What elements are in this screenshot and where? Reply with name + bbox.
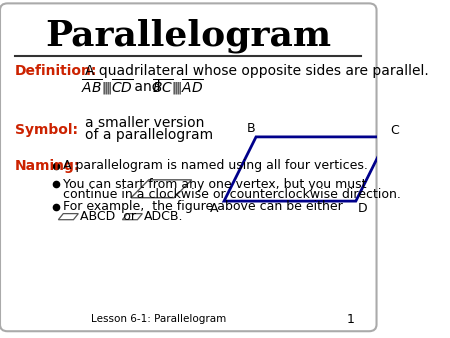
Text: continue in a clockwise or counterclockwise direction.: continue in a clockwise or counterclockw… xyxy=(63,188,400,201)
Text: A parallelogram is named using all four vertices.: A parallelogram is named using all four … xyxy=(63,159,367,172)
Text: C: C xyxy=(390,124,399,137)
Text: Naming:: Naming: xyxy=(15,159,81,173)
Text: of a parallelogram: of a parallelogram xyxy=(85,128,213,142)
Text: a smaller version: a smaller version xyxy=(85,116,204,130)
Text: A quadrilateral whose opposite sides are parallel.: A quadrilateral whose opposite sides are… xyxy=(85,64,428,78)
Text: D: D xyxy=(358,202,367,215)
Text: A: A xyxy=(210,202,219,215)
FancyBboxPatch shape xyxy=(0,3,377,331)
Text: ABCD  or: ABCD or xyxy=(80,210,136,223)
Text: 1: 1 xyxy=(346,313,354,326)
Text: and: and xyxy=(130,80,165,94)
Text: $\overline{AB}$: $\overline{AB}$ xyxy=(81,78,103,96)
Text: For example,  the figure above can be either: For example, the figure above can be eit… xyxy=(63,200,342,213)
Text: ADCB.: ADCB. xyxy=(144,210,183,223)
Text: Symbol:: Symbol: xyxy=(15,123,78,137)
Text: Lesson 6-1: Parallelogram: Lesson 6-1: Parallelogram xyxy=(90,314,226,324)
Text: Definition:: Definition: xyxy=(15,64,98,78)
Text: $\|$: $\|$ xyxy=(101,80,108,96)
Text: $\|$: $\|$ xyxy=(171,80,178,96)
Text: $\|$: $\|$ xyxy=(105,80,111,96)
Text: $\overline{CD}$: $\overline{CD}$ xyxy=(111,78,134,96)
Text: B: B xyxy=(247,122,256,135)
Text: $\|$: $\|$ xyxy=(175,80,182,96)
Text: $\overline{BC}$: $\overline{BC}$ xyxy=(152,78,173,96)
Text: You can start from any one vertex, but you must: You can start from any one vertex, but y… xyxy=(63,178,366,191)
Text: $\overline{AD}$: $\overline{AD}$ xyxy=(181,78,204,96)
Text: Parallelogram: Parallelogram xyxy=(45,18,331,53)
